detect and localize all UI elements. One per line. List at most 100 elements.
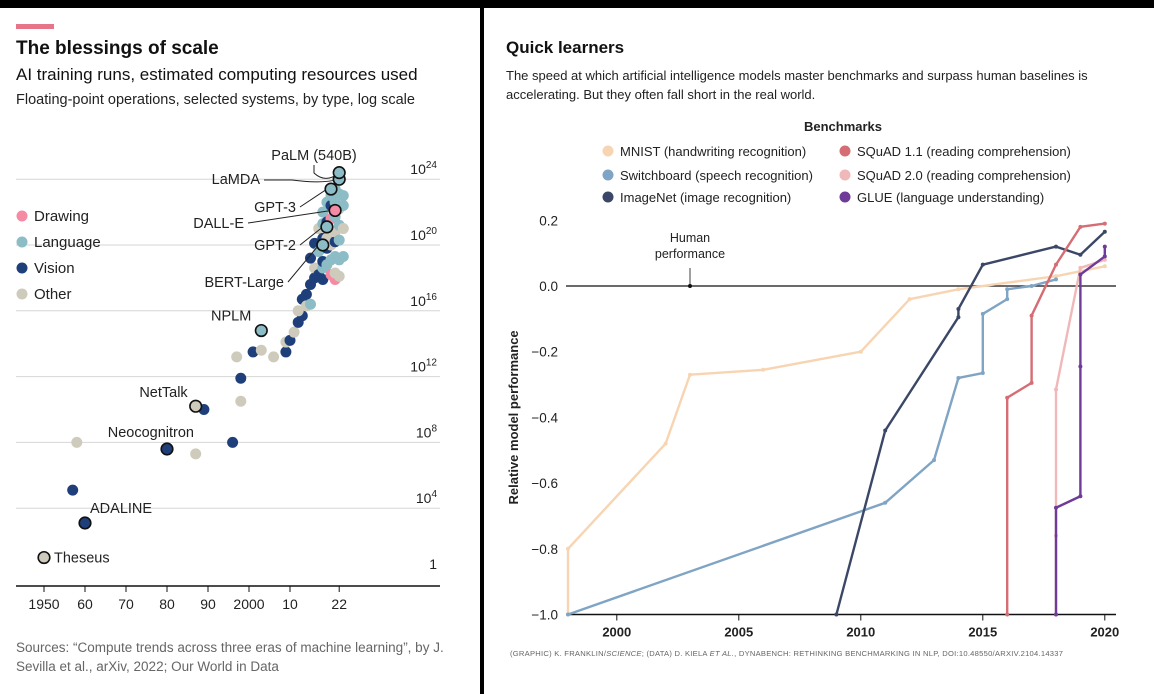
y-tick-label: 0.2 xyxy=(539,213,558,228)
credit-etal: ET AL. xyxy=(709,649,735,658)
right-title: Quick learners xyxy=(506,38,625,57)
point-label: BERT-Large xyxy=(204,275,284,291)
legend-label: MNIST (handwriting recognition) xyxy=(620,144,806,159)
series-point xyxy=(688,372,692,377)
annotation-label: performance xyxy=(655,247,725,261)
labeled-data-point xyxy=(160,442,174,456)
labeled-data-point xyxy=(324,182,338,196)
x-tick-label: 70 xyxy=(118,596,134,612)
point-label: DALL-E xyxy=(193,216,244,232)
legend-label: Drawing xyxy=(34,208,89,225)
left-description: Floating-point operations, selected syst… xyxy=(16,92,415,108)
y-tick-label: −0.6 xyxy=(531,476,558,491)
accent-bar xyxy=(16,24,54,29)
data-point xyxy=(247,346,259,358)
point-label: GPT-2 xyxy=(254,238,296,254)
series-point xyxy=(883,500,888,505)
data-point xyxy=(288,326,300,338)
y-tick-label: 108 xyxy=(416,423,438,440)
labeled-data-point xyxy=(254,323,268,338)
x-tick-label: 2005 xyxy=(724,625,753,640)
x-tick-label: 2000 xyxy=(233,596,264,612)
point-label: PaLM (540B) xyxy=(271,148,356,164)
series-point xyxy=(1078,272,1083,277)
y-tick-label: 0.0 xyxy=(539,279,558,294)
point-label: NPLM xyxy=(211,309,251,325)
series-line xyxy=(566,265,1106,615)
legend-swatch xyxy=(602,145,614,157)
series-point xyxy=(1078,224,1083,229)
series-point xyxy=(1054,505,1058,510)
data-point xyxy=(292,305,304,317)
y-tick-label: −0.4 xyxy=(531,410,558,425)
y-tick-label: 1024 xyxy=(410,160,437,177)
y-tick-label: −0.2 xyxy=(531,345,558,360)
left-subtitle: AI training runs, estimated computing re… xyxy=(16,65,418,84)
data-point xyxy=(255,344,267,356)
series-point xyxy=(1005,297,1010,302)
y-tick-label: 1016 xyxy=(410,292,437,309)
legend-swatch xyxy=(602,191,614,203)
labeled-data-point xyxy=(37,550,51,565)
credit-journal: SCIENCE xyxy=(606,649,642,658)
series-point xyxy=(1102,264,1107,269)
point-label: Theseus xyxy=(54,551,110,567)
series-point xyxy=(663,441,668,446)
point-label: NetTalk xyxy=(139,385,188,401)
point-label: Neocognitron xyxy=(108,425,194,441)
series-point xyxy=(761,367,766,372)
data-point xyxy=(337,190,349,202)
compute-scatter-chart: 1 104 108 1012 1016 1020 1024 1950 60 70 80 90 2000 1… xyxy=(16,148,440,612)
series-point xyxy=(1054,387,1058,392)
series-point xyxy=(1005,287,1010,292)
legend-swatch xyxy=(839,145,851,157)
legend-swatch xyxy=(16,288,28,300)
right-panel: Quick learners The speed at which artifi… xyxy=(484,8,1154,694)
series-point xyxy=(1102,244,1107,249)
data-point xyxy=(268,351,280,363)
series-point xyxy=(1005,612,1010,617)
data-point xyxy=(337,223,349,235)
y-tick-label: 1012 xyxy=(410,358,437,375)
series-point xyxy=(1005,395,1010,400)
right-description: The speed at which artificial intelligen… xyxy=(506,68,1088,102)
series-point xyxy=(1054,612,1058,617)
left-sources: Sources: “Compute trends across three er… xyxy=(16,640,444,674)
data-point xyxy=(227,436,239,448)
series-point xyxy=(956,306,961,311)
series-point xyxy=(1078,364,1083,369)
legend-swatch xyxy=(16,210,28,222)
credit-part: ; (DATA) D. KIELA xyxy=(641,649,710,658)
series-line xyxy=(835,230,1106,615)
legend-label: SQuAD 1.1 (reading comprehension) xyxy=(857,144,1071,159)
series-point xyxy=(858,349,863,354)
series-point xyxy=(1102,254,1107,259)
point-label: GPT-3 xyxy=(254,200,296,216)
legend-label: ImageNet (image recognition) xyxy=(620,190,791,205)
x-tick-label: 2020 xyxy=(1090,625,1119,640)
legend-swatch xyxy=(16,236,28,248)
series-point xyxy=(1054,262,1058,267)
series-point xyxy=(956,315,961,320)
data-point xyxy=(317,274,329,286)
series-point xyxy=(1078,494,1083,499)
leader-line xyxy=(247,209,332,224)
series-point xyxy=(1102,257,1107,262)
series-point xyxy=(834,612,839,617)
x-tick-label: 2010 xyxy=(846,625,875,640)
labeled-data-point xyxy=(332,166,346,180)
left-title: The blessings of scale xyxy=(16,38,219,59)
labeled-data-point xyxy=(78,516,92,530)
series-point xyxy=(1078,252,1083,257)
legend-label: Switchboard (speech recognition) xyxy=(620,168,813,183)
graphic-credit: (GRAPHIC) K. FRANKLIN/SCIENCE; (DATA) D.… xyxy=(510,649,1063,658)
data-point xyxy=(333,270,345,282)
series-point xyxy=(1054,277,1058,282)
series-point xyxy=(1029,284,1034,288)
x-tick-label: 2015 xyxy=(968,625,997,640)
annotation-label: Human xyxy=(670,231,710,245)
labeled-data-point xyxy=(189,399,203,413)
x-tick-label: 22 xyxy=(331,596,347,612)
data-point xyxy=(235,395,247,407)
point-label: ADALINE xyxy=(90,501,152,517)
